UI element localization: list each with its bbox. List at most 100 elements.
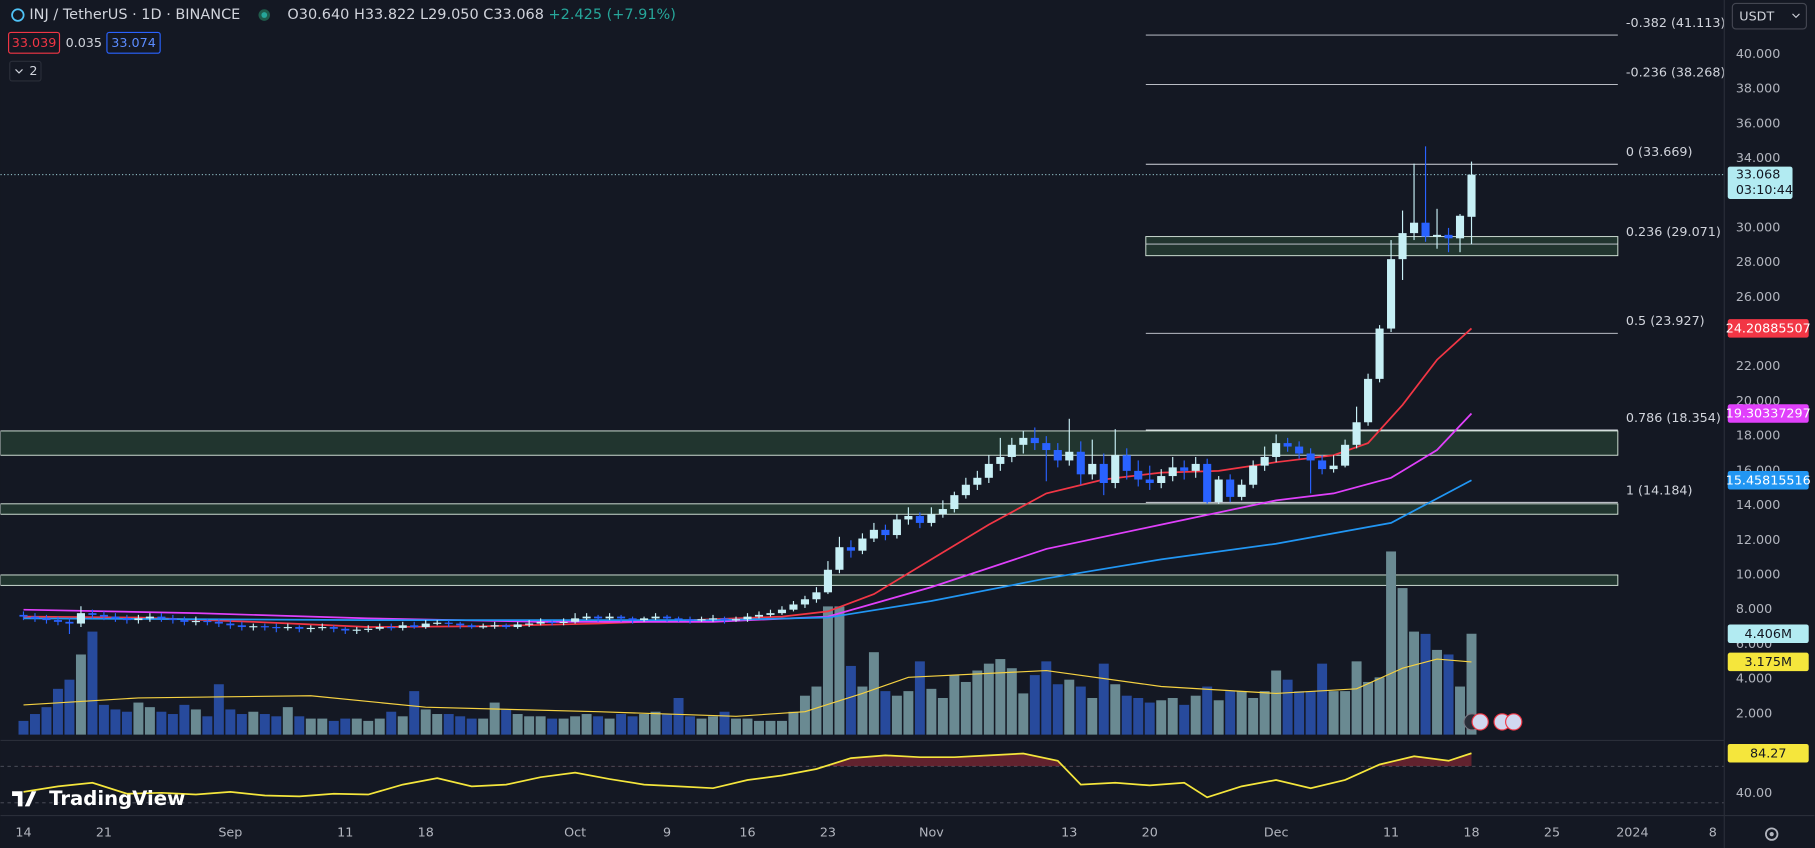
candle-body bbox=[582, 616, 591, 619]
volume-bar bbox=[995, 659, 1006, 735]
axes: 2.0004.0006.0008.00010.00012.00014.00016… bbox=[15, 46, 1810, 840]
ma-value-tag: 15.45815516 bbox=[1726, 472, 1811, 487]
candle-body bbox=[1237, 484, 1246, 497]
candle-body bbox=[881, 529, 890, 536]
volume-bar bbox=[604, 718, 615, 735]
chevron-icon bbox=[15, 69, 23, 74]
ma-value-tag-bg bbox=[1727, 471, 1809, 490]
candle-body bbox=[1467, 174, 1476, 217]
candle-body bbox=[502, 625, 511, 628]
candle-body bbox=[674, 618, 683, 620]
volume-bar bbox=[110, 709, 121, 735]
candle-body bbox=[1191, 463, 1200, 471]
x-tick-label: 14 bbox=[15, 824, 31, 839]
open: O30.640 bbox=[287, 7, 349, 23]
candle-body bbox=[1409, 222, 1419, 234]
volume-bar bbox=[1098, 663, 1109, 735]
y-tick-label: 30.000 bbox=[1736, 219, 1781, 234]
volume-bar bbox=[926, 688, 937, 735]
candle-body bbox=[559, 621, 568, 623]
volume-bar bbox=[1006, 668, 1017, 735]
close: C33.068 bbox=[483, 7, 544, 23]
x-tick-label: Sep bbox=[218, 824, 242, 839]
currency-select[interactable] bbox=[1731, 2, 1807, 30]
volume-bar bbox=[1432, 649, 1443, 735]
volume-bar bbox=[52, 688, 63, 735]
spread: 0.035 bbox=[66, 35, 102, 50]
candle-body bbox=[800, 599, 810, 605]
buy-box[interactable] bbox=[106, 31, 161, 54]
candle-body bbox=[306, 627, 315, 630]
candle-body bbox=[53, 620, 63, 622]
volume-bar bbox=[776, 720, 787, 735]
candle-body bbox=[594, 616, 603, 619]
candle-body bbox=[65, 621, 74, 624]
indicators-count[interactable]: 2 bbox=[29, 63, 37, 78]
candle-body bbox=[525, 623, 534, 625]
candle-body bbox=[743, 616, 752, 620]
volume-bar bbox=[1282, 679, 1293, 735]
candle-body bbox=[1306, 453, 1315, 461]
volume-bar bbox=[374, 718, 385, 735]
volume-bar bbox=[1052, 684, 1063, 735]
volume-bar bbox=[1340, 691, 1351, 735]
ma-value-tag: 19.30337297 bbox=[1726, 406, 1811, 421]
candle-body bbox=[663, 616, 672, 619]
candle-body bbox=[1398, 233, 1407, 260]
x-tick-label: 25 bbox=[1544, 824, 1560, 839]
y-tick-label: 36.000 bbox=[1736, 115, 1781, 130]
fib-label: -0.236 (38.268) bbox=[1626, 64, 1725, 79]
volume-bar bbox=[1271, 670, 1282, 735]
candle-body bbox=[1364, 378, 1373, 423]
indicators-toggle[interactable] bbox=[9, 60, 42, 82]
sell-box[interactable] bbox=[8, 31, 61, 54]
candle-body bbox=[19, 614, 28, 617]
x-tick-label: 2024 bbox=[1616, 824, 1648, 839]
currency[interactable]: USDT bbox=[1739, 8, 1774, 23]
y-tick-label: 8.000 bbox=[1736, 601, 1772, 616]
volume-bar bbox=[1133, 697, 1144, 735]
volume-bar bbox=[1225, 691, 1236, 735]
candle-body bbox=[1455, 215, 1465, 239]
candle-body bbox=[76, 613, 85, 624]
volume-bar bbox=[558, 718, 569, 735]
candle-body bbox=[191, 620, 200, 623]
x-tick-label: 18 bbox=[418, 824, 434, 839]
candle-body bbox=[1272, 443, 1281, 457]
candle-body bbox=[1352, 422, 1361, 445]
candle-body bbox=[157, 616, 166, 619]
volume-bar bbox=[581, 714, 592, 735]
last-price-tag-bg bbox=[1727, 166, 1793, 199]
volume-bar bbox=[1190, 695, 1201, 735]
volume-bar bbox=[1236, 691, 1247, 735]
settings-icon[interactable] bbox=[1765, 827, 1779, 841]
candle-body bbox=[99, 614, 108, 617]
candle-body bbox=[961, 484, 970, 496]
volume-bar bbox=[190, 709, 201, 735]
candle-body bbox=[1318, 460, 1327, 470]
change: +2.425 (+7.91%) bbox=[549, 7, 676, 23]
volume-bar bbox=[1351, 661, 1362, 735]
candle-body bbox=[904, 515, 913, 520]
volume-bar bbox=[1386, 551, 1397, 735]
fib-label: 0.786 (18.354) bbox=[1626, 410, 1721, 425]
volume-bar bbox=[1202, 686, 1213, 735]
volume-bar bbox=[834, 606, 845, 735]
sell-price[interactable]: 33.039 bbox=[12, 35, 57, 50]
volume-bar bbox=[627, 716, 638, 735]
volume-bar bbox=[949, 675, 960, 735]
volume-bar bbox=[30, 714, 40, 735]
x-tick-label: 18 bbox=[1463, 824, 1479, 839]
logo-text: TradingView bbox=[49, 787, 185, 810]
candle-body bbox=[835, 547, 844, 570]
event-icons bbox=[1463, 713, 1523, 731]
volume-bar bbox=[1156, 700, 1167, 735]
volume-bar bbox=[133, 702, 144, 735]
candle-body bbox=[789, 604, 798, 610]
zone bbox=[0, 574, 1619, 586]
buy-price[interactable]: 33.074 bbox=[111, 35, 156, 50]
volume-bar bbox=[547, 718, 558, 735]
rsi-tag: 84.27 bbox=[1750, 745, 1786, 760]
volume-bar bbox=[386, 711, 397, 735]
